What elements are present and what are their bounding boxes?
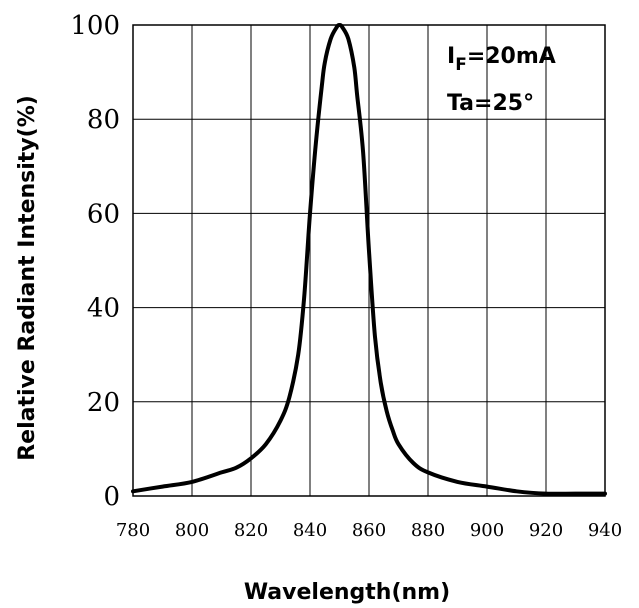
- current-annotation: IF=20mA: [447, 44, 556, 75]
- x-tick-label: 880: [411, 520, 445, 541]
- y-tick-label: 20: [87, 388, 120, 418]
- current-value: =20mA: [467, 44, 556, 69]
- x-tick-label: 900: [470, 520, 504, 541]
- y-tick-label: 40: [87, 294, 120, 324]
- y-tick-label: 80: [87, 105, 120, 135]
- x-tick-label: 940: [588, 520, 622, 541]
- y-tick-labels: 0 20 40 60 80 100: [70, 11, 120, 512]
- plot-frame: [132, 24, 606, 497]
- spectrum-curve: [131, 23, 607, 496]
- y-tick-label: 0: [103, 482, 120, 512]
- x-tick-label: 840: [293, 520, 327, 541]
- y-tick-label: 100: [70, 11, 120, 41]
- x-axis-label: Wavelength(nm): [244, 580, 450, 605]
- x-tick-label: 860: [352, 520, 386, 541]
- x-tick-label: 820: [234, 520, 268, 541]
- current-subscript: F: [455, 55, 467, 75]
- plot-area: [131, 23, 607, 496]
- x-tick-label: 780: [116, 520, 150, 541]
- y-tick-label: 60: [87, 199, 120, 229]
- x-tick-labels: 780 800 820 840 860 880 900 920 940: [116, 520, 622, 541]
- y-axis-label: Relative Radiant Intensity(%): [15, 95, 40, 461]
- current-symbol: I: [447, 44, 455, 69]
- temperature-annotation: Ta=25°: [447, 91, 534, 116]
- x-tick-label: 800: [175, 520, 209, 541]
- x-tick-label: 920: [529, 520, 563, 541]
